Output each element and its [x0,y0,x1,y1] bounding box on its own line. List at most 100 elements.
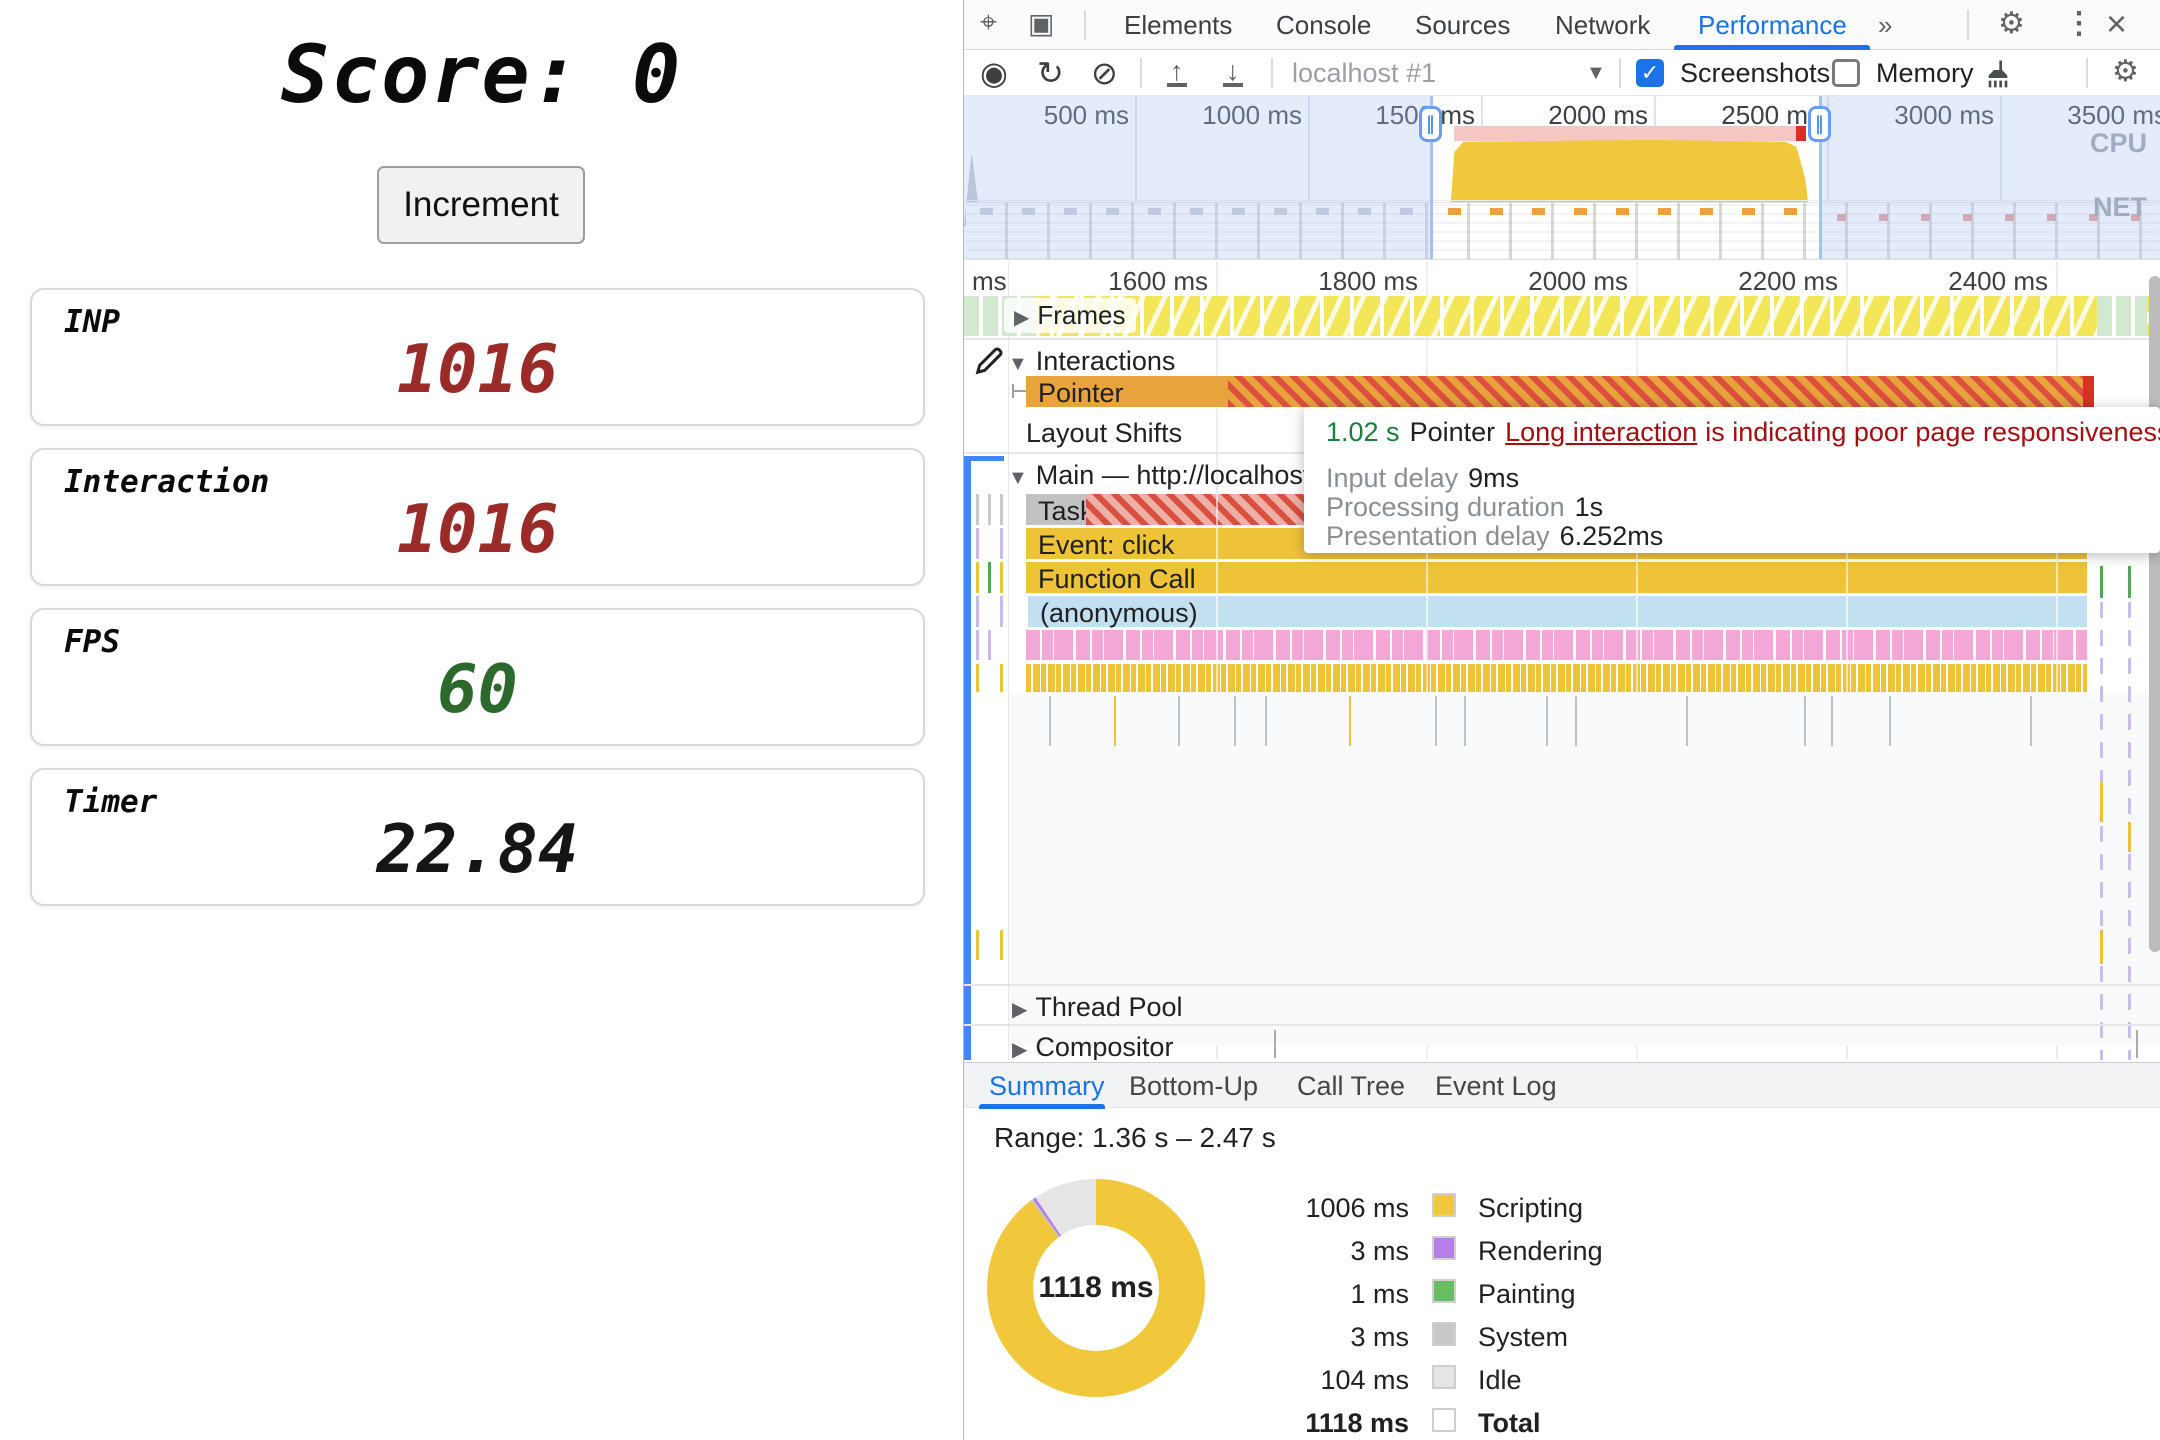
download-profile-icon[interactable]: ↓ [1223,56,1243,88]
event-tick [1435,696,1437,746]
settings-gear-icon[interactable]: ⚙ [1998,7,2025,40]
ruler-tick: 3000 ms [1894,100,1994,130]
event-sliver [1000,596,1003,627]
close-icon[interactable]: × [2106,3,2128,44]
gridline [1135,96,1137,259]
divider [964,200,2160,201]
gridline [1636,494,1638,694]
pointer-long-interaction-bar[interactable] [1228,376,2083,407]
vertical-scrollbar[interactable] [2149,276,2160,952]
divider [964,984,2160,986]
interaction-tooltip: 1.02 s Pointer Long interaction is indicati… [1304,407,2160,553]
selection-edge [1819,96,1822,259]
event-sliver [1000,562,1003,593]
right-selection-handle[interactable]: ∥ [1808,106,1831,142]
track-header-interactions[interactable]: ▼ Interactions [1008,346,1176,376]
event-sliver [976,494,979,525]
tooltip-duration: 1.02 s [1326,417,1400,447]
pointer-interaction-bar[interactable]: Pointer [1026,376,1228,408]
memory-label[interactable]: Memory [1876,58,1974,88]
event-tick [1234,696,1236,746]
legend-label: System [1478,1322,1569,1352]
tab-sources[interactable]: Sources [1415,10,1511,40]
memory-checkbox[interactable] [1832,59,1860,87]
task-bar-head[interactable]: Task [1026,494,1094,526]
micro-events-row-yellow[interactable] [1026,664,2087,692]
track-header-thread-pool[interactable]: ▶ Thread Pool [1012,992,1183,1022]
tooltip-row-value: 6.252ms [1559,521,1664,551]
event-sliver [1000,494,1003,525]
tab-event-log[interactable]: Event Log [1435,1071,1557,1101]
legend-swatch-idle [1432,1365,1456,1389]
track-header-compositor[interactable]: ▶ Compositor [1012,1032,1174,1060]
frames-good [2097,296,2147,336]
event-tick [1349,696,1351,746]
screenshots-checkbox[interactable]: ✓ [1636,59,1664,87]
bar-label: Event: click [1038,530,1175,560]
metric-value: 60 [437,650,518,728]
selection-edge [1430,96,1433,259]
tab-bottom-up[interactable]: Bottom-Up [1129,1071,1259,1101]
track-header-frames[interactable]: ▶ Frames [1004,298,1136,333]
gridline [2056,494,2058,694]
tooltip-message: is indicating poor page responsiveness. [1705,417,2160,447]
tab-call-tree[interactable]: Call Tree [1297,1071,1406,1101]
frames-track[interactable] [964,296,2160,336]
ruler-tick: 500 ms [1043,100,1129,130]
divider [2086,58,2088,88]
more-tabs-icon[interactable]: » [1878,10,1893,40]
metric-card-inp: INP 1016 [30,288,925,426]
clear-recording-icon[interactable]: ⊘ [1091,55,1118,91]
pencil-icon [975,347,1003,375]
tab-console[interactable]: Console [1276,10,1372,40]
metric-label: INP [64,304,120,340]
increment-button[interactable]: Increment [377,166,585,244]
divider [1084,10,1086,40]
upload-profile-icon[interactable]: ↑ [1167,56,1187,88]
ruler-tick: 1600 ms [1108,266,1208,296]
inspect-icon[interactable]: ⌖ [980,6,997,39]
screenshots-label[interactable]: Screenshots [1680,58,1831,88]
timeline-overview[interactable]: 500 ms 1000 ms 1500 ms 2000 ms 2500 ms 3… [964,96,2160,260]
legend-label: Total [1478,1408,1541,1438]
ruler-tick: 3500 ms [2067,100,2160,130]
event-sliver [1000,664,1003,692]
micro-events-row-pink[interactable] [1026,630,2087,660]
tooltip-kind: Pointer [1409,417,1496,447]
tab-summary[interactable]: Summary [989,1071,1105,1101]
tooltip-row-label: Processing duration [1326,492,1565,522]
tooltip-row-value: 1s [1574,492,1604,522]
record-icon[interactable]: ◉ [980,55,1008,91]
event-tick [2136,1030,2138,1058]
event-tick [1546,696,1548,746]
gc-broom-icon[interactable] [1982,58,2014,90]
tab-network[interactable]: Network [1555,10,1651,40]
gridline [1827,96,1829,259]
tab-performance[interactable]: Performance [1698,10,1847,40]
long-task-band [1454,126,1805,141]
capture-settings-gear-icon[interactable]: ⚙ [2112,55,2139,88]
event-sliver-column [2100,602,2103,1060]
profile-select[interactable]: localhost #1 [1292,58,1437,88]
legend-label: Painting [1478,1279,1576,1309]
legend-label: Rendering [1478,1236,1603,1266]
tab-elements[interactable]: Elements [1124,10,1233,40]
divider [964,338,2160,340]
track-layout-shifts[interactable]: Layout Shifts [1026,418,1183,448]
reload-record-icon[interactable]: ↻ [1037,55,1064,91]
chevron-down-icon[interactable]: ▼ [1586,62,1606,84]
left-selection-handle[interactable]: ∥ [1419,106,1442,142]
event-sliver [976,562,979,593]
gridline [2000,96,2002,259]
event-sliver [2100,782,2103,822]
cpu-lane-label: CPU [2089,128,2147,158]
long-interaction-link[interactable]: Long interaction [1505,417,1698,447]
event-tick [1804,696,1806,746]
event-sliver [2100,566,2103,598]
anonymous-bar[interactable]: (anonymous) [1028,596,2087,628]
device-toolbar-icon[interactable]: ▣ [1028,8,1055,39]
function-call-bar[interactable]: Function Call [1026,562,2087,594]
filmstrip-detail [1821,214,2157,221]
kebab-menu-icon[interactable]: ⋮ [2064,7,2094,40]
legend-swatch-rendering [1432,1236,1456,1260]
